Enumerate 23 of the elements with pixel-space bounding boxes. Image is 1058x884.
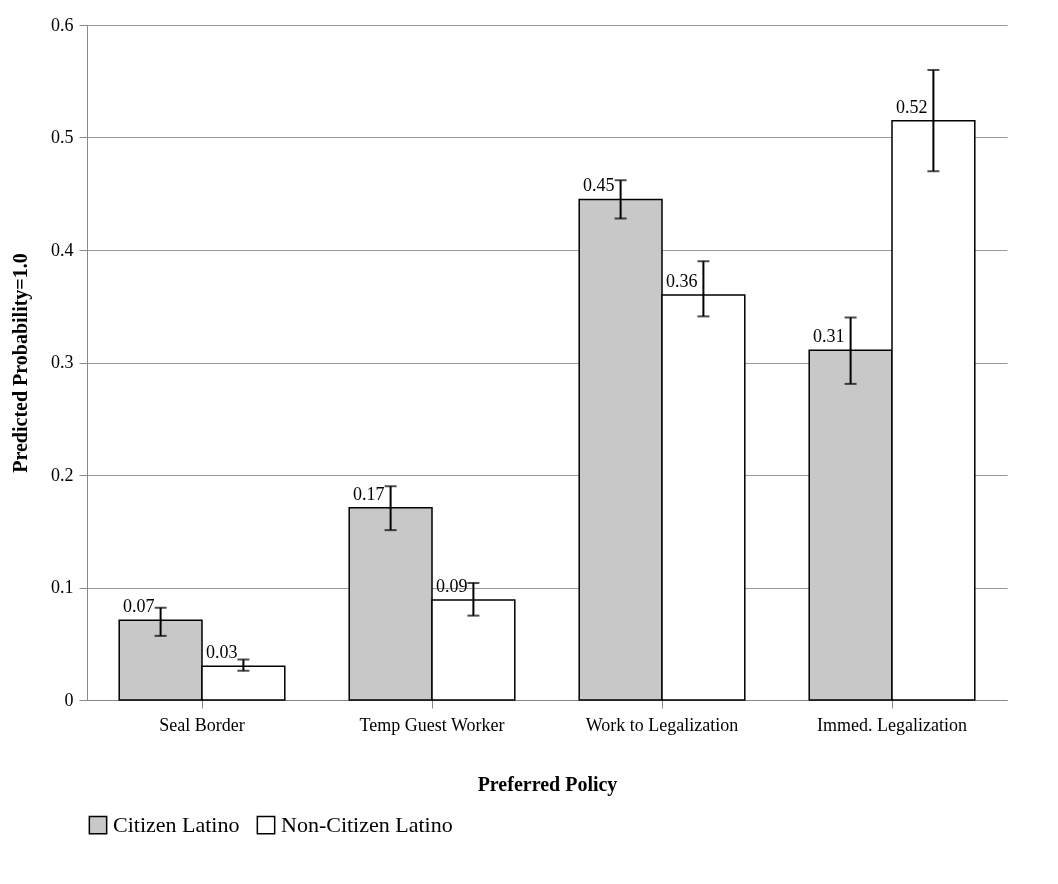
x-tick-label: Immed. Legalization — [817, 714, 967, 735]
data-label: 0.03 — [205, 642, 238, 663]
y-tick-label: 0.5 — [51, 127, 74, 147]
data-label: 0.07 — [123, 596, 155, 617]
y-tick-label: 0.6 — [51, 14, 74, 35]
y-axis-title: Predicted Probability=1.0 — [9, 253, 32, 473]
x-tick-label: Temp Guest Worker — [359, 714, 505, 735]
data-label: 0.31 — [813, 326, 845, 347]
y-tick-label: 0.4 — [51, 239, 74, 260]
data-label: 0.45 — [583, 175, 615, 196]
data-label: 0.36 — [665, 271, 698, 291]
y-tick-label: 0.3 — [51, 352, 74, 372]
x-axis-title: Preferred Policy — [477, 772, 618, 796]
y-tick-label: 0.1 — [51, 577, 74, 597]
data-label: 0.09 — [435, 575, 468, 596]
x-tick-label: Seal Border — [159, 714, 245, 735]
legend-label: Non-Citizen Latino — [281, 812, 453, 838]
y-tick-label: 0.2 — [51, 464, 74, 485]
legend-label: Citizen Latino — [113, 812, 240, 838]
x-tick-label: Work to Legalization — [585, 714, 739, 735]
y-tick-label: 0 — [64, 689, 74, 710]
data-label: 0.52 — [895, 96, 928, 117]
data-label: 0.17 — [353, 483, 385, 504]
